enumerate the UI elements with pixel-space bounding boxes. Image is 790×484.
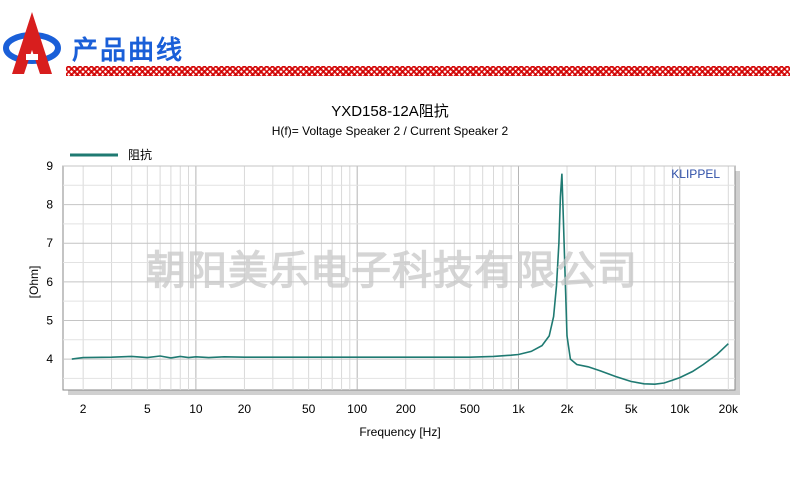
impedance-series-line [71, 173, 729, 386]
x-tick-label: 20k [719, 402, 739, 416]
chart-title: YXD158-12A阻抗 [331, 103, 449, 120]
chart-subtitle: H(f)= Voltage Speaker 2 / Current Speake… [272, 124, 509, 138]
y-tick-label: 9 [46, 159, 53, 173]
header-stripe-divider [66, 66, 790, 76]
x-tick-label: 5 [144, 402, 151, 416]
y-tick-label: 6 [46, 275, 53, 289]
x-tick-label: 5k [625, 402, 639, 416]
header-title: 产品曲线 [72, 35, 185, 65]
x-tick-label: 10 [189, 402, 203, 416]
legend-label: 阻抗 [128, 147, 152, 162]
y-tick-label: 7 [46, 236, 53, 250]
x-tick-label: 1k [512, 402, 526, 416]
y-tick-label: 5 [46, 313, 53, 327]
y-axis-label: [Ohm] [27, 266, 41, 299]
x-tick-label: 100 [347, 402, 367, 416]
company-logo-icon [3, 12, 61, 74]
x-tick-label: 50 [302, 402, 316, 416]
page-header: 产品曲线 [0, 0, 790, 92]
x-tick-label: 500 [460, 402, 480, 416]
plot-area [62, 165, 736, 391]
x-axis-ticks: 2 5 10 20 50 100 200 500 1k 2k 5k 10k 20k [80, 402, 739, 416]
y-tick-label: 4 [46, 352, 53, 366]
x-tick-label: 10k [670, 402, 690, 416]
x-tick-label: 200 [396, 402, 416, 416]
x-tick-label: 20 [238, 402, 252, 416]
x-tick-label: 2k [561, 402, 575, 416]
brand-label: KLIPPEL [671, 167, 720, 181]
x-axis-label: Frequency [Hz] [359, 425, 440, 439]
grid-lines [63, 165, 735, 390]
x-tick-label: 2 [80, 402, 87, 416]
y-tick-label: 8 [46, 198, 53, 212]
y-axis-ticks: 4 5 6 7 8 9 [46, 159, 53, 366]
